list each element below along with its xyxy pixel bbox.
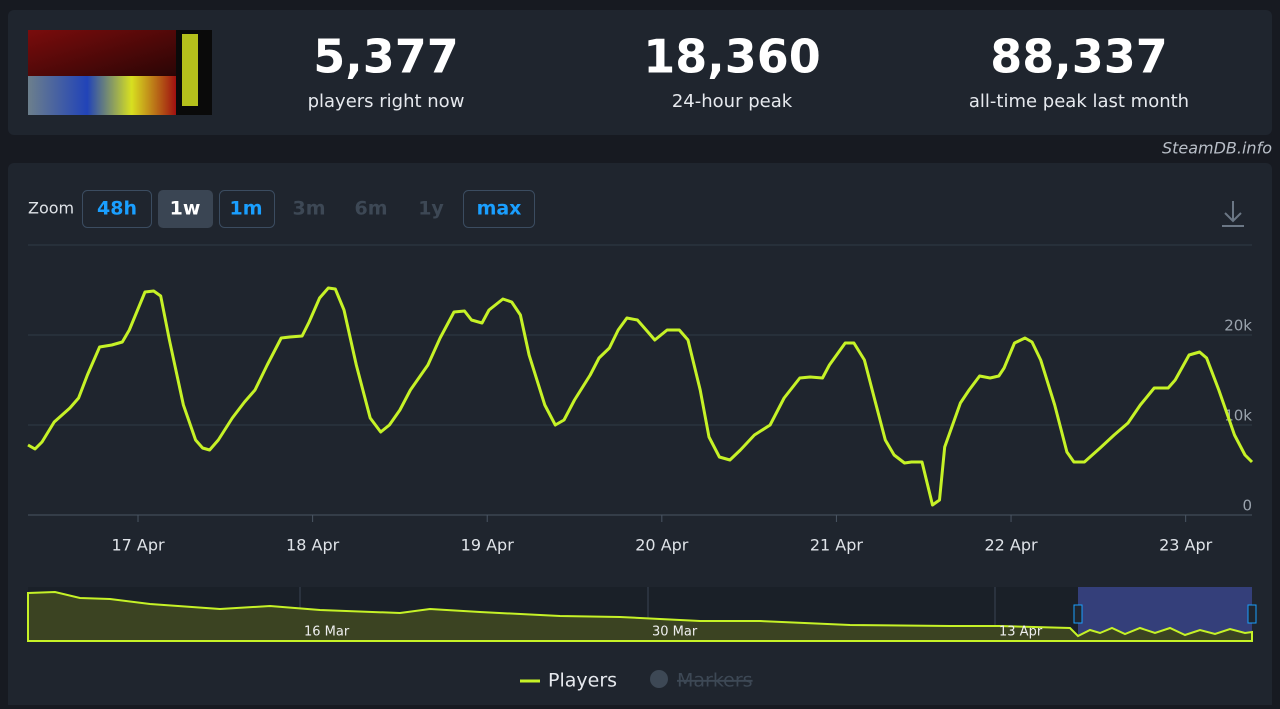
y-tick-label: 20k — [1224, 317, 1252, 335]
x-tick-label: 17 Apr — [111, 536, 165, 555]
zoom-button[interactable] — [219, 190, 275, 228]
navigator-label: 13 Apr — [999, 625, 1043, 640]
x-tick-label: 23 Apr — [1159, 536, 1213, 555]
stat-label: all-time peak last month — [969, 91, 1189, 112]
stat-value: 5,377 — [313, 30, 459, 84]
navigator-handle[interactable] — [1247, 604, 1257, 624]
legend-label[interactable]: Players — [548, 670, 617, 692]
zoom-option[interactable]: 48h — [97, 198, 137, 220]
stat-label: players right now — [308, 91, 465, 112]
legend-label[interactable]: Markers — [677, 670, 753, 692]
zoom-option[interactable]: max — [477, 198, 522, 220]
navigator-label: 16 Mar — [304, 625, 350, 640]
x-tick-label: 22 Apr — [984, 536, 1038, 555]
series-line — [27, 286, 1254, 507]
plot: 0 10k 20k 17 Apr 18 Apr 19 Apr 20 Apr 21 Apr 22 … — [27, 244, 1254, 555]
stat-value: 88,337 — [990, 30, 1168, 84]
zoom-button-active[interactable] — [158, 190, 213, 228]
stat-label: 24-hour peak — [672, 91, 793, 112]
zoom-label: Zoom — [28, 199, 74, 218]
x-tick-label: 21 Apr — [810, 536, 864, 555]
zoom-option[interactable]: 1w — [170, 198, 201, 220]
chart-card — [8, 163, 1272, 709]
y-tick-label: 0 — [1242, 497, 1252, 515]
x-tick-label: 20 Apr — [635, 536, 689, 555]
stat-value: 18,360 — [643, 30, 821, 84]
game-logo — [28, 30, 212, 115]
stats-card — [8, 10, 1272, 135]
watermark[interactable]: SteamDB.info — [1162, 139, 1272, 158]
zoom-option-disabled: 1y — [418, 198, 444, 220]
x-tick-label: 19 Apr — [461, 536, 515, 555]
y-tick-label: 10k — [1224, 407, 1252, 425]
zoom-button[interactable] — [463, 190, 535, 228]
zoom-option-disabled: 3m — [292, 198, 325, 220]
navigator-handle[interactable] — [1073, 604, 1083, 624]
legend-swatch — [650, 670, 668, 688]
navigator-label: 30 Mar — [652, 625, 698, 640]
navigator: 16 Mar 30 Mar 13 Apr — [27, 587, 1257, 642]
x-tick-label: 18 Apr — [286, 536, 340, 555]
navigator-series — [27, 590, 1253, 642]
zoom-option-disabled: 6m — [354, 198, 387, 220]
download-icon[interactable] — [1222, 201, 1244, 227]
zoom-option[interactable]: 1m — [229, 198, 262, 220]
zoom-button[interactable] — [82, 190, 152, 228]
